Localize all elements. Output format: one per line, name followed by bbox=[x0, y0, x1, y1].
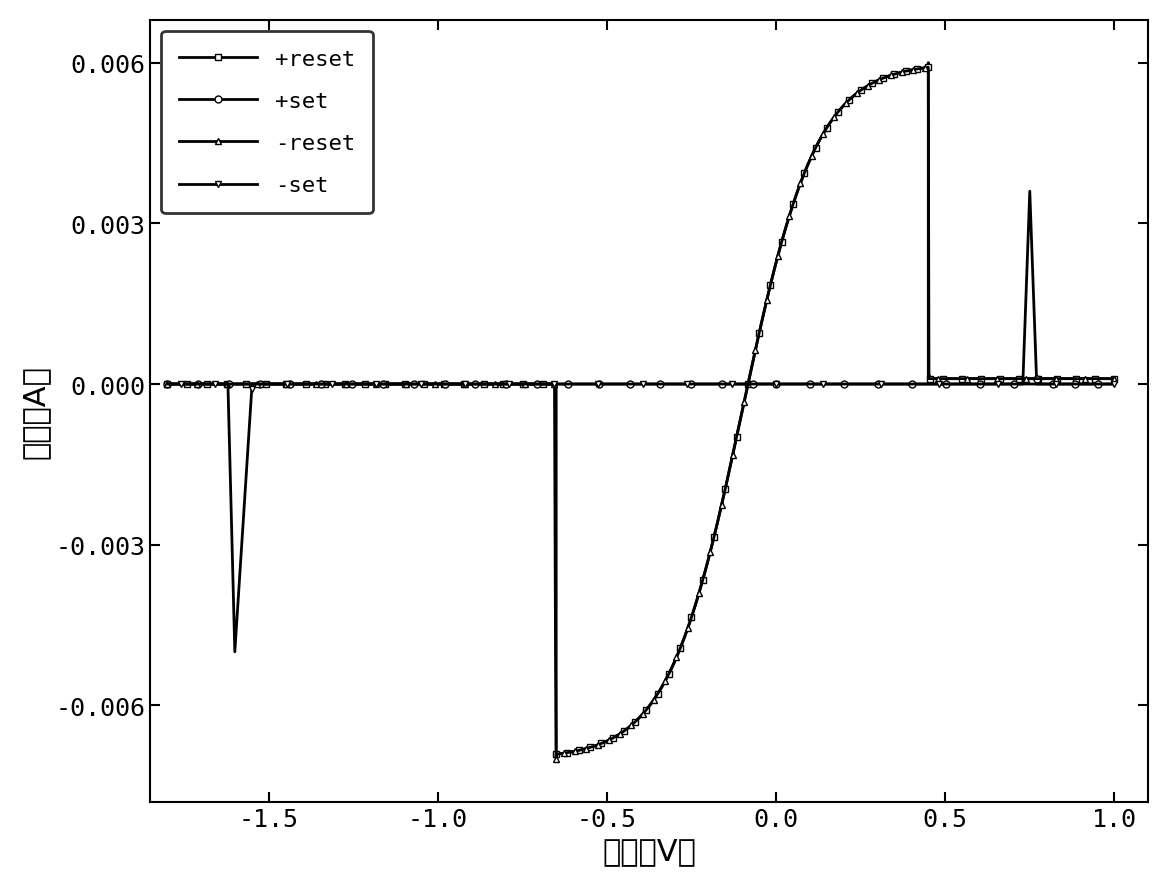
+set bbox=[1016, 379, 1030, 390]
Line: -set: -set bbox=[164, 381, 1118, 656]
Line: +set: +set bbox=[164, 189, 1118, 388]
+set bbox=[523, 379, 537, 390]
-set bbox=[228, 647, 242, 657]
+reset bbox=[865, 79, 879, 89]
X-axis label: 电压（V）: 电压（V） bbox=[602, 836, 697, 866]
-reset bbox=[368, 379, 382, 390]
+reset bbox=[549, 749, 563, 759]
-reset bbox=[160, 379, 174, 390]
+reset bbox=[590, 740, 604, 750]
-set bbox=[160, 379, 174, 390]
+reset bbox=[775, 237, 789, 248]
+set bbox=[1079, 379, 1093, 390]
+reset bbox=[1107, 374, 1121, 385]
Y-axis label: 电流（A）: 电流（A） bbox=[21, 364, 50, 458]
-reset bbox=[549, 754, 563, 765]
-set bbox=[1107, 379, 1121, 390]
+set bbox=[669, 379, 683, 390]
Line: -reset: -reset bbox=[164, 65, 1118, 763]
-reset bbox=[823, 118, 837, 128]
+reset bbox=[160, 379, 174, 390]
+reset bbox=[869, 77, 883, 88]
+set bbox=[160, 379, 174, 390]
-set bbox=[511, 379, 525, 390]
Line: +reset: +reset bbox=[164, 60, 1118, 758]
+reset bbox=[617, 726, 631, 736]
-reset bbox=[1107, 374, 1121, 385]
-set bbox=[781, 379, 795, 390]
+reset bbox=[457, 379, 471, 390]
-reset bbox=[260, 379, 274, 390]
+set bbox=[399, 379, 413, 390]
+set bbox=[561, 379, 575, 390]
-reset bbox=[487, 379, 502, 390]
-set bbox=[201, 379, 215, 390]
+reset bbox=[921, 58, 935, 69]
-set bbox=[244, 385, 258, 395]
Legend: +reset, +set, -reset, -set: +reset, +set, -reset, -set bbox=[161, 32, 373, 214]
-reset bbox=[718, 484, 732, 494]
-reset bbox=[921, 63, 935, 74]
-set bbox=[221, 379, 235, 390]
+set bbox=[1107, 379, 1121, 390]
-reset bbox=[549, 749, 563, 759]
+set bbox=[1023, 187, 1037, 198]
-set bbox=[214, 379, 228, 390]
